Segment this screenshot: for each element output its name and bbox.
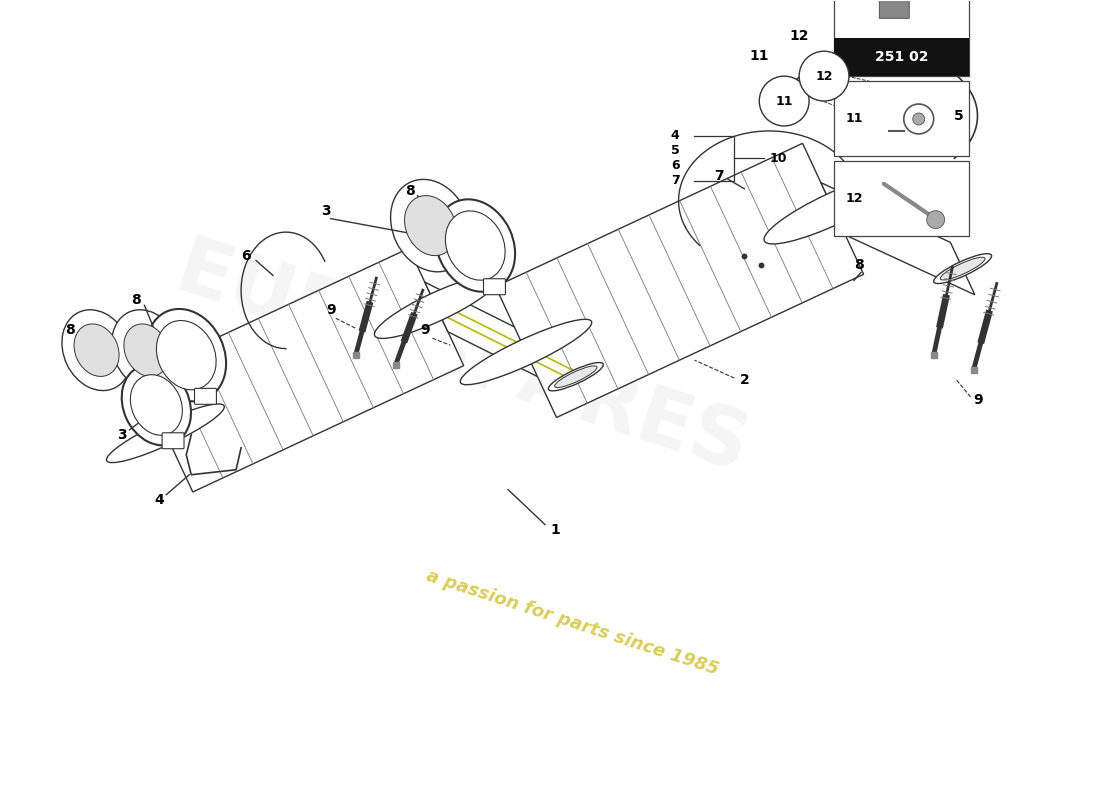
- Ellipse shape: [764, 174, 902, 244]
- Ellipse shape: [904, 104, 934, 134]
- Circle shape: [799, 51, 849, 101]
- Ellipse shape: [940, 258, 984, 280]
- Ellipse shape: [554, 366, 597, 387]
- Ellipse shape: [405, 195, 456, 256]
- Text: 251 02: 251 02: [874, 50, 928, 64]
- Text: 12: 12: [815, 70, 833, 82]
- Polygon shape: [425, 282, 587, 402]
- Text: 8: 8: [132, 294, 141, 307]
- Text: 3: 3: [321, 204, 331, 218]
- Ellipse shape: [122, 365, 191, 446]
- Text: 11: 11: [776, 94, 793, 107]
- Polygon shape: [864, 0, 923, 18]
- Bar: [834, 38, 968, 76]
- Text: 7: 7: [715, 169, 724, 182]
- Ellipse shape: [146, 309, 227, 402]
- Text: 5: 5: [671, 144, 680, 158]
- Ellipse shape: [112, 310, 182, 390]
- Text: a passion for parts since 1985: a passion for parts since 1985: [424, 567, 720, 679]
- Ellipse shape: [436, 199, 515, 292]
- Ellipse shape: [460, 319, 592, 385]
- Text: 8: 8: [65, 323, 75, 338]
- Text: 10: 10: [769, 152, 786, 165]
- Text: 8: 8: [406, 184, 416, 198]
- Text: 4: 4: [154, 493, 164, 506]
- Text: 11: 11: [749, 49, 769, 63]
- Text: 4: 4: [671, 130, 680, 142]
- Ellipse shape: [156, 321, 216, 390]
- FancyBboxPatch shape: [484, 278, 505, 294]
- Polygon shape: [138, 248, 464, 492]
- Text: 6: 6: [241, 249, 251, 262]
- Ellipse shape: [74, 324, 119, 377]
- Ellipse shape: [913, 113, 925, 125]
- Bar: [834, 0, 968, 76]
- Text: 8: 8: [854, 258, 864, 273]
- Text: 12: 12: [790, 30, 808, 43]
- Ellipse shape: [390, 179, 470, 272]
- Text: 9: 9: [326, 303, 336, 318]
- Ellipse shape: [62, 310, 131, 390]
- Text: 9: 9: [420, 323, 430, 338]
- Bar: [834, 81, 968, 156]
- Text: 3: 3: [117, 428, 126, 442]
- Ellipse shape: [124, 324, 169, 377]
- Polygon shape: [495, 143, 864, 418]
- Text: 1: 1: [550, 522, 560, 537]
- Text: 5: 5: [954, 109, 964, 123]
- Polygon shape: [821, 182, 975, 295]
- Ellipse shape: [374, 275, 498, 338]
- Text: 12: 12: [846, 192, 864, 205]
- Ellipse shape: [107, 404, 224, 462]
- Circle shape: [759, 76, 810, 126]
- Text: EUROSPARES: EUROSPARES: [166, 230, 759, 490]
- Text: 2: 2: [739, 373, 749, 387]
- Ellipse shape: [446, 211, 505, 280]
- Text: 9: 9: [974, 393, 983, 407]
- Circle shape: [926, 210, 945, 229]
- Text: 7: 7: [671, 174, 680, 187]
- Bar: [834, 161, 968, 235]
- Ellipse shape: [131, 374, 183, 435]
- Ellipse shape: [934, 254, 991, 283]
- Ellipse shape: [549, 362, 603, 391]
- FancyBboxPatch shape: [195, 388, 217, 404]
- Text: 11: 11: [846, 112, 864, 125]
- Text: 6: 6: [671, 159, 680, 172]
- FancyBboxPatch shape: [162, 433, 184, 449]
